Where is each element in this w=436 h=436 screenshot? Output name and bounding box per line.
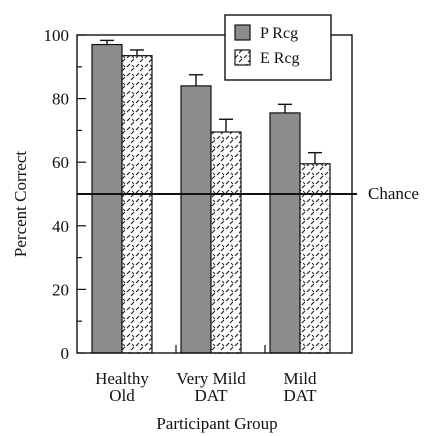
bar-e-rcg-2 [210, 131, 242, 354]
y-tick-label: 100 [44, 26, 70, 45]
bar-e-rcg-3 [299, 163, 331, 354]
legend-label-e-rcg: E Rcg [260, 50, 300, 67]
x-axis-title: Participant Group [156, 414, 277, 433]
bar-p-rcg-1 [91, 43, 123, 354]
x-category-label: Healthy [95, 369, 149, 388]
legend: P Rcg E Rcg [224, 14, 332, 81]
bar-p-rcg-2 [180, 85, 212, 354]
y-axis-title: Percent Correct [11, 151, 30, 257]
x-category-label: DAT [283, 386, 317, 405]
y-tick-label: 0 [61, 344, 70, 363]
legend-swatch-p-rcg [234, 24, 251, 41]
y-tick-label: 60 [52, 153, 69, 172]
legend-swatch-e-rcg [234, 49, 251, 66]
y-tick-label: 20 [52, 280, 69, 299]
x-category-label: Old [109, 386, 135, 405]
bars-layer [91, 39, 331, 354]
bar-p-rcg-3 [269, 112, 301, 354]
y-tick-label: 40 [52, 217, 69, 236]
chance-label: Chance [368, 184, 419, 203]
axes-layer [76, 34, 357, 354]
x-category-label: Very Mild [176, 369, 246, 388]
x-category-label: Mild [283, 369, 317, 388]
legend-label-p-rcg: P Rcg [260, 25, 298, 42]
bar-e-rcg-1 [121, 55, 153, 354]
x-category-label: DAT [194, 386, 228, 405]
y-tick-label: 80 [52, 90, 69, 109]
